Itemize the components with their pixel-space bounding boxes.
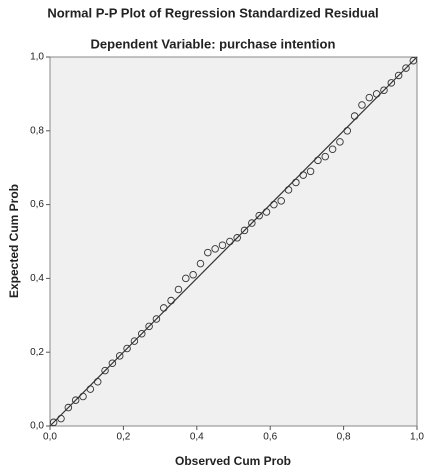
x-axis-label: Observed Cum Prob: [175, 454, 291, 468]
y-tick-label: 1,0: [30, 52, 44, 63]
x-tick-label: 0,2: [116, 432, 130, 443]
y-tick-label: 0,2: [30, 347, 44, 358]
y-tick-label: 0,0: [30, 421, 44, 432]
y-tick-label: 0,8: [30, 125, 44, 136]
chart-title: Normal P-P Plot of Regression Standardiz…: [47, 5, 378, 20]
chart: Normal P-P Plot of Regression Standardiz…: [0, 0, 426, 471]
y-tick-label: 0,6: [30, 199, 44, 210]
y-tick-label: 0,4: [30, 273, 44, 284]
chart-subtitle: Dependent Variable: purchase intention: [91, 36, 336, 51]
x-tick-label: 0,6: [263, 432, 277, 443]
x-tick-label: 1,0: [410, 432, 424, 443]
page: Normal P-P Plot of Regression Standardiz…: [0, 0, 426, 471]
x-tick-label: 0,0: [43, 432, 57, 443]
x-tick-label: 0,8: [337, 432, 351, 443]
x-tick-label: 0,4: [190, 432, 204, 443]
y-axis-label: Expected Cum Prob: [7, 184, 21, 298]
